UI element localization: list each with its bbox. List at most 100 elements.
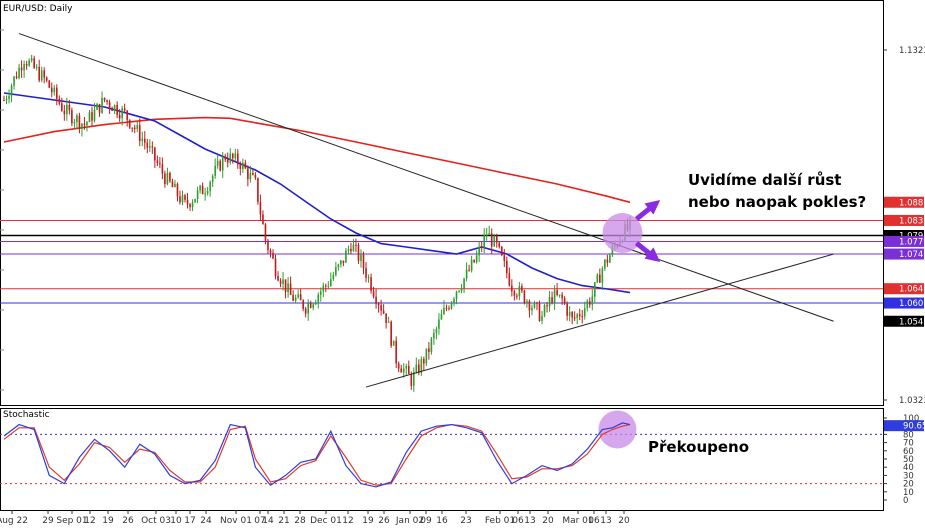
- candle: [252, 169, 254, 176]
- stochastic-panel: [0, 410, 883, 488]
- candle: [103, 97, 106, 103]
- candle: [143, 131, 146, 150]
- x-tick-label: Dec 01: [310, 516, 342, 525]
- candle: [184, 193, 186, 203]
- annotation-line-1: Uvidíme další růst: [688, 171, 841, 189]
- candle: [35, 64, 38, 71]
- stoch-d-line: [3, 423, 631, 486]
- candle: [239, 161, 242, 176]
- candle: [345, 248, 347, 263]
- candle: [40, 66, 43, 83]
- candle: [108, 99, 111, 114]
- candle: [63, 104, 66, 121]
- candle: [324, 283, 327, 293]
- candle: [483, 228, 485, 254]
- trendlines: [18, 33, 834, 388]
- candle: [154, 146, 156, 168]
- candle: [247, 165, 249, 187]
- candle: [186, 192, 189, 209]
- svg-text:1.0776: 1.0776: [899, 237, 925, 247]
- x-tick-label: 12: [84, 516, 95, 525]
- candle: [206, 186, 209, 196]
- candle: [450, 301, 453, 310]
- candle: [81, 123, 83, 137]
- candle: [355, 238, 357, 253]
- x-tick-label: 10: [170, 516, 182, 525]
- candle: [392, 340, 395, 346]
- svg-text:90.65: 90.65: [903, 422, 925, 432]
- stochastic-panel-border: [0, 408, 884, 511]
- candle: [508, 267, 511, 287]
- candle: [58, 95, 61, 106]
- candle: [199, 184, 201, 194]
- candle: [581, 309, 584, 324]
- price-label-black: 1.0548: [884, 315, 925, 327]
- candle: [395, 336, 398, 369]
- y-tick-label: 1.1323: [899, 46, 925, 56]
- candle: [249, 165, 252, 183]
- candle: [591, 289, 594, 311]
- candle: [571, 310, 573, 325]
- candle: [136, 121, 139, 133]
- candle: [480, 241, 483, 253]
- candle: [536, 301, 538, 311]
- candle: [96, 102, 98, 111]
- candle: [425, 348, 428, 367]
- candle: [78, 112, 81, 134]
- candle: [470, 255, 473, 273]
- candle: [5, 95, 8, 105]
- candle: [309, 300, 312, 309]
- arrow-down: [634, 241, 661, 263]
- x-tick-label: 26: [122, 516, 134, 525]
- candle: [45, 76, 48, 83]
- candle: [498, 241, 501, 249]
- x-tick-label: Oct 03: [141, 516, 171, 525]
- candle: [551, 291, 553, 305]
- candle: [601, 266, 604, 291]
- x-tick-label: 17: [184, 516, 195, 525]
- candle: [264, 223, 267, 245]
- candle: [292, 290, 294, 302]
- arrow-up: [634, 200, 661, 222]
- stoch-y-tick-label: 40: [903, 463, 914, 473]
- candle: [576, 312, 579, 325]
- candle: [586, 299, 589, 312]
- candle: [397, 361, 400, 373]
- candle: [164, 170, 166, 188]
- candle: [111, 106, 113, 112]
- candle: [93, 103, 96, 123]
- moving-averages: [3, 92, 631, 294]
- candle: [201, 182, 204, 195]
- x-tick-label: Nov 01: [220, 516, 252, 525]
- candle: [128, 119, 131, 130]
- x-tick-label: Sep 01: [56, 516, 87, 525]
- candle: [196, 186, 199, 204]
- candle: [604, 258, 606, 271]
- candle: [516, 293, 518, 300]
- candle: [332, 271, 335, 281]
- x-tick-label: 26: [378, 516, 390, 525]
- x-tick-label: 20: [618, 516, 630, 525]
- candle: [272, 249, 274, 260]
- sma-slow-line: [3, 116, 631, 204]
- candle: [380, 299, 382, 316]
- candle: [423, 356, 425, 371]
- price-label-purple: 1.0776: [884, 235, 925, 247]
- candle: [73, 119, 76, 129]
- candle: [174, 179, 176, 188]
- candle: [362, 251, 365, 275]
- candle: [526, 299, 528, 308]
- candle: [488, 225, 491, 235]
- candle: [511, 279, 513, 297]
- candle: [465, 262, 468, 282]
- candle: [18, 63, 20, 80]
- candle: [319, 287, 322, 302]
- candle: [216, 154, 219, 169]
- candle: [229, 148, 232, 165]
- x-tick-label: Aug 22: [0, 516, 28, 525]
- chart-title: EUR/USD: Daily: [3, 4, 73, 14]
- candle: [259, 194, 262, 221]
